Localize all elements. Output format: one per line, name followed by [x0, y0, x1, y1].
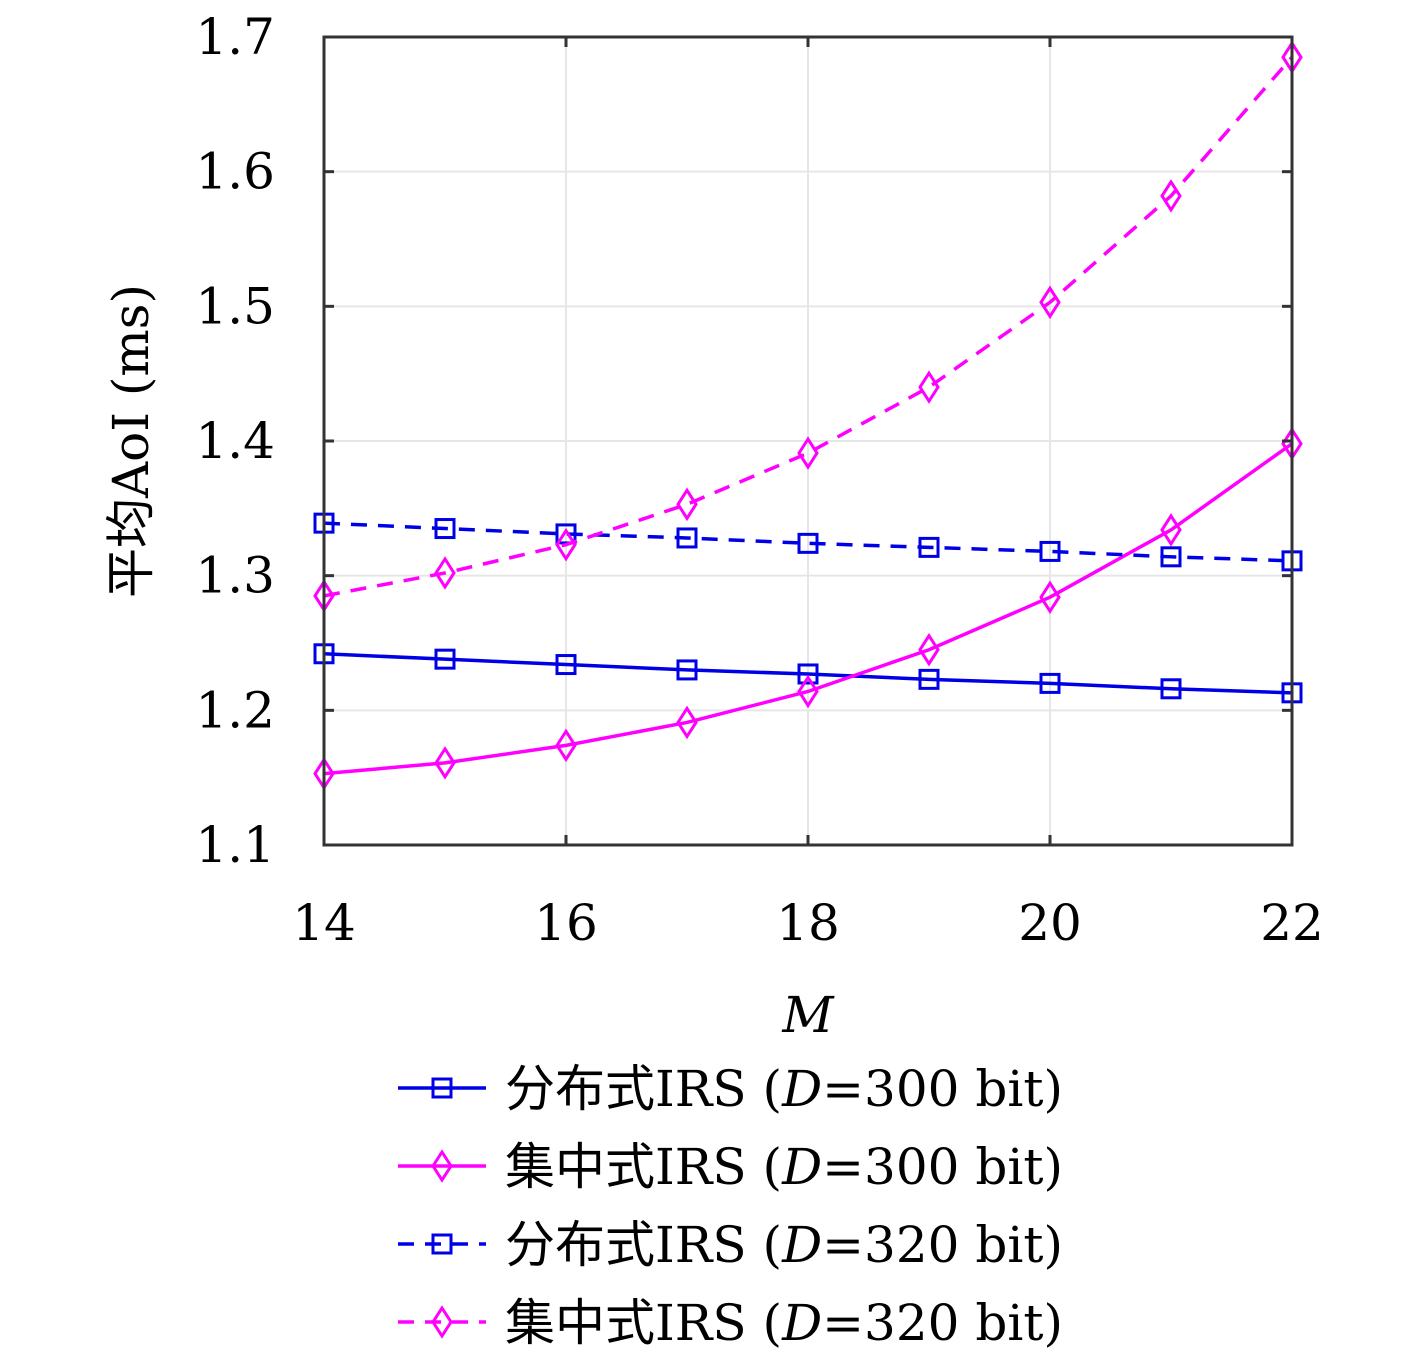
legend-label-var: D — [781, 1060, 822, 1118]
data-point — [555, 654, 577, 676]
tick-labels: 14 16 18 20 22 1.1 1.2 1.3 1.4 1.5 1.6 1.7 — [195, 8, 1323, 952]
series-1 — [313, 643, 1303, 704]
x-axis-label: M — [781, 986, 835, 1044]
data-point — [1039, 540, 1061, 562]
x-tick-label: 16 — [534, 894, 598, 952]
legend-marker — [431, 1149, 453, 1183]
legend-label-suffix: =320 bit) — [822, 1216, 1063, 1274]
legend-entry: 分布式IRS (D=300 bit) — [398, 1060, 1063, 1118]
data-point — [797, 663, 819, 685]
data-point — [1039, 580, 1061, 614]
data-point — [918, 536, 940, 558]
legend-label-suffix: =300 bit) — [822, 1138, 1063, 1196]
data-point — [676, 659, 698, 681]
data-point — [434, 556, 456, 590]
data-point — [676, 705, 698, 740]
legend-label-prefix: 分布式IRS ( — [505, 1216, 782, 1274]
data-point — [1039, 285, 1061, 320]
y-tick-label: 1.1 — [195, 816, 275, 874]
legend-marker — [431, 1233, 453, 1255]
legend-label-var: D — [781, 1216, 822, 1274]
x-tick-label: 22 — [1260, 894, 1324, 952]
series-line — [323, 652, 1293, 695]
legend-label-prefix: 集中式IRS ( — [505, 1138, 782, 1196]
data-point — [676, 487, 698, 522]
y-tick-label: 1.7 — [195, 8, 275, 66]
y-tick-label: 1.6 — [195, 143, 275, 201]
data-point — [797, 436, 819, 470]
legend-marker — [431, 1077, 453, 1099]
data-point — [797, 674, 819, 709]
series-line — [323, 442, 1294, 776]
legend-label-suffix: =300 bit) — [822, 1060, 1063, 1118]
legend-label-suffix: =320 bit) — [822, 1294, 1063, 1352]
x-tick-label: 14 — [292, 894, 356, 952]
data-point — [676, 527, 698, 549]
legend-label: 分布式IRS (D=300 bit) — [505, 1060, 1063, 1118]
legend-label: 分布式IRS (D=320 bit) — [505, 1216, 1063, 1274]
data-point — [555, 527, 577, 562]
data-point — [434, 648, 456, 670]
y-tick-label: 1.5 — [195, 277, 275, 335]
legend-label-var: D — [781, 1138, 822, 1196]
data-point — [1160, 179, 1182, 213]
series-line — [323, 56, 1294, 598]
legend-label-var: D — [781, 1294, 822, 1352]
data-point — [1039, 672, 1061, 694]
data-point — [434, 518, 456, 540]
legend-marker — [431, 1305, 453, 1339]
legend-label: 集中式IRS (D=320 bit) — [505, 1294, 1063, 1352]
y-axis-label: 平均AoI (ms) — [102, 284, 160, 598]
data-point — [918, 370, 940, 404]
legend: 分布式IRS (D=300 bit)集中式IRS (D=300 bit)分布式I… — [398, 1060, 1063, 1352]
axis-ticks — [322, 35, 1294, 847]
y-tick-label: 1.3 — [195, 547, 275, 605]
series-4 — [313, 40, 1303, 613]
data-point — [1160, 546, 1182, 568]
data-point — [1160, 513, 1182, 547]
y-tick-label: 1.4 — [195, 412, 275, 470]
legend-label: 集中式IRS (D=300 bit) — [505, 1138, 1063, 1196]
x-tick-label: 20 — [1018, 894, 1082, 952]
x-tick-label: 18 — [776, 894, 840, 952]
data-point — [918, 668, 940, 690]
legend-label-prefix: 分布式IRS ( — [505, 1060, 782, 1118]
data-point — [555, 728, 577, 763]
data-point — [918, 632, 940, 667]
data-point — [434, 746, 456, 780]
legend-entry: 集中式IRS (D=320 bit) — [398, 1294, 1063, 1352]
legend-label-prefix: 集中式IRS ( — [505, 1294, 782, 1352]
y-tick-label: 1.2 — [195, 681, 275, 739]
data-point — [797, 532, 819, 554]
legend-entry: 分布式IRS (D=320 bit) — [398, 1216, 1063, 1274]
data-point — [1160, 678, 1182, 700]
legend-entry: 集中式IRS (D=300 bit) — [398, 1138, 1063, 1196]
